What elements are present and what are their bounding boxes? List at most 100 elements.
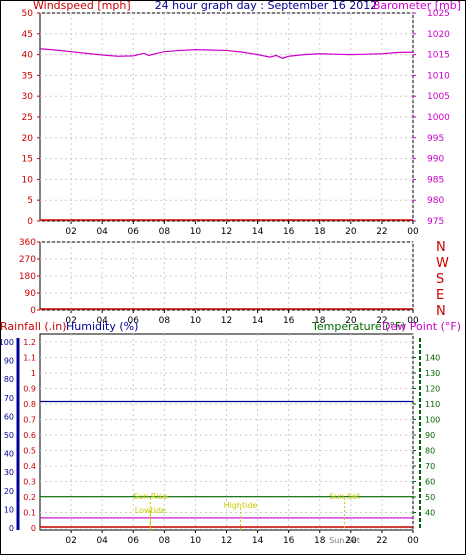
windspeed-tick-label: 45	[22, 30, 33, 40]
humidity-tick-label: 20	[4, 487, 14, 496]
humidity-tick-label: 30	[4, 468, 14, 477]
windspeed-tick-label: 30	[22, 92, 34, 102]
dewpoint-axis-title: Dew Point (°F)	[382, 320, 461, 333]
direction-degree-tick-label: 360	[19, 238, 36, 248]
x-tick-label: 18	[314, 227, 326, 237]
windspeed-tick-label: 20	[22, 134, 34, 144]
windspeed-tick-label: 5	[27, 196, 33, 206]
x-tick-label: 20	[345, 227, 357, 237]
event-label-hightide: Hightide	[224, 501, 258, 510]
barometer-tick-label: 985	[427, 175, 444, 185]
x-tick-label: 14	[252, 536, 264, 546]
x-tick-label: 00	[407, 227, 419, 237]
x-tick-label: 02	[65, 227, 76, 237]
x-tick-label: 10	[190, 316, 202, 326]
compass-label: W	[436, 256, 449, 271]
event-label-sunset: Sun Set	[329, 492, 360, 501]
humidity-tick-label: 90	[4, 357, 14, 366]
x-tick-label: 10	[190, 227, 202, 237]
barometer-tick-label: 1025	[427, 9, 450, 19]
humidity-tick-label: 70	[4, 394, 14, 403]
x-tick-label: 12	[221, 316, 232, 326]
humidity-tick-label: 60	[4, 412, 14, 421]
x-tick-label: 16	[283, 536, 295, 546]
x-tick-label: 20	[345, 316, 357, 326]
windspeed-tick-label: 10	[22, 175, 34, 185]
x-tick-label: 14	[252, 316, 264, 326]
x-tick-label: 06	[128, 316, 140, 326]
x-tick-label: 02	[65, 536, 76, 546]
barometer-tick-label: 1000	[427, 113, 450, 123]
barometer-tick-label: 1010	[427, 71, 450, 81]
temperature-tick-label: 120	[425, 385, 440, 394]
x-tick-label: 20	[345, 536, 357, 546]
rainfall-tick-label: 0.9	[23, 385, 36, 394]
windspeed-tick-label: 40	[22, 51, 34, 61]
x-tick-label: 08	[159, 316, 171, 326]
x-tick-label: 04	[96, 536, 108, 546]
rainfall-tick-label: 0.3	[23, 478, 36, 487]
x-tick-label: 22	[376, 316, 387, 326]
compass-label: E	[436, 288, 444, 303]
rainfall-tick-label: 0.1	[23, 509, 36, 518]
x-tick-label: 04	[96, 316, 108, 326]
compass-label: S	[436, 272, 444, 287]
windspeed-tick-label: 0	[27, 217, 33, 227]
windspeed-axis-title: Windspeed [mph]	[33, 0, 131, 12]
x-tick-label: 06	[128, 227, 140, 237]
humidity-tick-label: 100	[0, 338, 14, 347]
x-tick-label: 02	[65, 316, 76, 326]
humidity-temperature-panel: 02 04 06 08 10 12 14 16 18 20 22 000102030405060708…	[0, 333, 440, 546]
x-tick-label: 10	[190, 536, 202, 546]
rainfall-tick-label: 1	[31, 369, 36, 378]
temperature-tick-label: 90	[425, 431, 435, 440]
barometer-tick-label: 1015	[427, 51, 450, 61]
barometer-tick-label: 975	[427, 217, 444, 227]
direction-degree-tick-label: 180	[19, 272, 36, 282]
x-tick-label: 12	[221, 536, 232, 546]
windspeed-tick-label: 15	[22, 155, 33, 165]
header-texts: Windspeed [mph] 24 hour graph day : Sept…	[0, 0, 461, 333]
rainfall-tick-label: 0.8	[23, 400, 36, 409]
direction-degree-tick-label: 270	[19, 255, 36, 265]
temperature-tick-label: 80	[425, 447, 435, 456]
windspeed-tick-label: 35	[22, 71, 33, 81]
humidity-axis-title: Humidity (%)	[66, 320, 138, 333]
temperature-tick-label: 70	[425, 462, 435, 471]
x-tick-label: 08	[159, 536, 171, 546]
x-tick-label: 18	[314, 316, 326, 326]
compass-label: N	[436, 304, 446, 319]
barometer-tick-label: 980	[427, 196, 444, 206]
event-label-sunrise: Sun Rise	[133, 492, 168, 501]
x-tick-label: 00	[407, 536, 419, 546]
rainfall-tick-label: 1.2	[23, 338, 36, 347]
rainfall-tick-label: 0.6	[23, 431, 36, 440]
humidity-tick-label: 40	[4, 450, 14, 459]
chart-title: 24 hour graph day : September 16 2012	[155, 0, 378, 12]
windspeed-tick-label: 25	[22, 113, 33, 123]
windspeed-tick-label: 50	[22, 9, 34, 19]
temperature-tick-label: 140	[425, 354, 440, 363]
temperature-tick-label: 110	[425, 400, 440, 409]
rainfall-tick-label: 0.7	[23, 416, 36, 425]
direction-degree-tick-label: 0	[30, 306, 36, 316]
barometer-series-line	[39, 48, 414, 59]
rainfall-tick-label: 0.5	[23, 447, 36, 456]
temperature-tick-label: 100	[425, 416, 440, 425]
x-tick-label: 22	[376, 227, 387, 237]
barometer-tick-label: 995	[427, 134, 444, 144]
barometer-tick-label: 1020	[427, 30, 450, 40]
x-tick-label: 04	[96, 227, 108, 237]
temperature-tick-label: 130	[425, 369, 440, 378]
x-tick-label: 06	[128, 536, 140, 546]
humidity-tick-label: 0	[9, 524, 14, 533]
temperature-axis-title: Temperature (°F)	[311, 320, 406, 333]
rainfall-tick-label: 0	[31, 524, 36, 533]
barometer-axis-title: Barometer [mb]	[373, 0, 461, 12]
compass-label: N	[436, 240, 446, 255]
temperature-tick-label: 60	[425, 478, 435, 487]
direction-degree-tick-label: 90	[25, 289, 37, 299]
temperature-tick-label: 40	[425, 509, 435, 518]
rainfall-axis-title: Rainfall (.in)	[0, 320, 67, 333]
